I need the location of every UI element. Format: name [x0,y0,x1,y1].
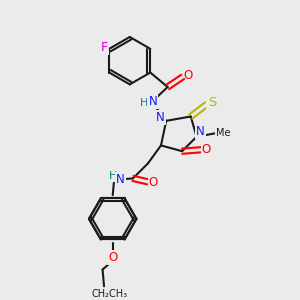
Text: Me: Me [216,128,231,138]
Text: F: F [100,41,108,54]
Text: N: N [148,95,157,108]
Text: CH₂CH₃: CH₂CH₃ [92,290,128,299]
Text: N: N [156,111,165,124]
Text: O: O [108,251,117,264]
Text: H: H [140,98,148,109]
Text: S: S [208,96,216,109]
Text: N: N [196,125,205,138]
Text: N: N [116,173,125,186]
Text: O: O [202,143,211,156]
Text: H: H [109,171,117,182]
Text: O: O [149,176,158,189]
Text: O: O [183,69,193,82]
